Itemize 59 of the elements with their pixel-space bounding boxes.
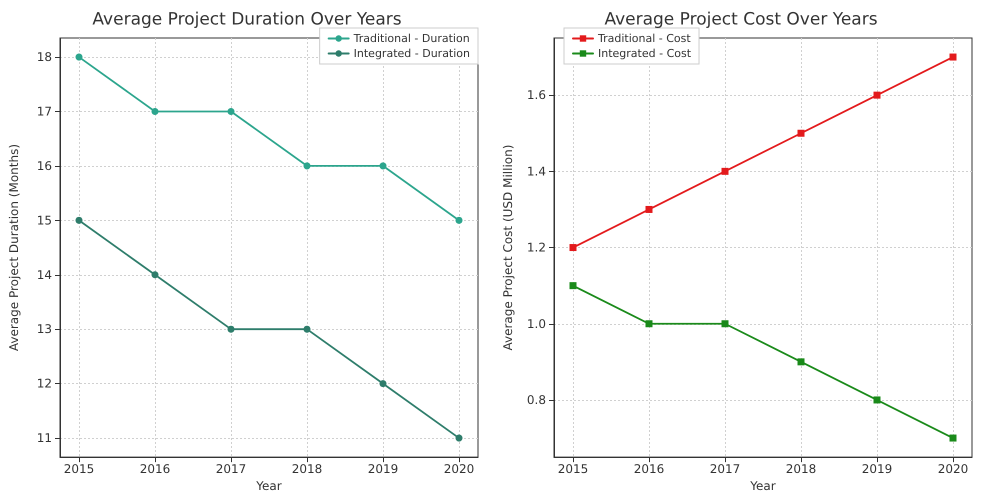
x-tick-label: 2019 (862, 462, 892, 476)
chart-title: Average Project Duration Over Years (92, 10, 402, 30)
x-tick-label: 2017 (710, 462, 740, 476)
point (570, 244, 576, 252)
x-tick-label: 2018 (786, 462, 816, 476)
point (798, 130, 804, 137)
x-axis-title: Year (749, 479, 776, 493)
legend-label: Traditional - Cost (597, 32, 692, 45)
y-tick-label: 1.6 (526, 88, 546, 102)
x-tick-label: 2016 (140, 462, 170, 476)
point (722, 168, 728, 175)
x-tick-label: 2020 (444, 462, 474, 476)
point (722, 320, 728, 328)
point (456, 434, 462, 442)
y-tick-label: 12 (36, 376, 52, 391)
point (950, 54, 956, 61)
point (380, 162, 386, 170)
point (798, 358, 804, 366)
legend-label: Integrated - Cost (598, 47, 692, 60)
legend-label: Integrated - Duration (354, 47, 470, 60)
x-tick-label: 2017 (216, 462, 246, 476)
x-tick-label: 2018 (292, 462, 322, 476)
point (228, 326, 234, 333)
point (874, 396, 880, 404)
x-tick-label: 2015 (558, 462, 588, 476)
x-tick-label: 2019 (368, 462, 398, 476)
x-axis-title: Year (255, 479, 282, 493)
y-tick-label: 0.8 (526, 392, 546, 407)
y-axis-title: Average Project Cost (USD Million) (501, 144, 515, 351)
point (570, 282, 576, 290)
point (228, 108, 234, 115)
y-axis-title: Average Project Duration (Months) (7, 144, 21, 352)
y-tick-label: 1.4 (526, 164, 546, 178)
x-tick-label: 2016 (634, 462, 664, 476)
legend-label: Traditional - Duration (352, 32, 470, 45)
y-tick-label: 13 (36, 322, 52, 336)
y-tick-label: 17 (36, 104, 52, 118)
point (646, 206, 652, 213)
point (304, 326, 310, 333)
point (76, 54, 82, 61)
y-tick-label: 18 (36, 50, 52, 64)
y-tick-label: 16 (36, 158, 52, 173)
point (152, 271, 158, 278)
y-tick-label: 15 (36, 213, 52, 228)
y-tick-label: 1.2 (526, 240, 546, 255)
chart-title: Average Project Cost Over Years (604, 10, 878, 30)
x-tick-label: 2020 (938, 462, 968, 476)
y-tick-label: 14 (36, 268, 52, 282)
point (874, 92, 880, 99)
point (76, 216, 82, 224)
point (950, 434, 956, 442)
y-tick-label: 1.0 (526, 316, 546, 331)
y-tick-label: 11 (36, 431, 52, 446)
point (152, 108, 158, 115)
point (304, 162, 310, 170)
point (456, 216, 462, 224)
x-tick-label: 2015 (64, 462, 94, 476)
point (380, 380, 386, 388)
point (646, 320, 652, 328)
